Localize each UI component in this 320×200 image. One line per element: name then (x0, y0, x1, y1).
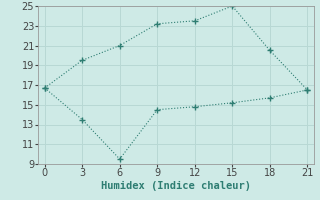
X-axis label: Humidex (Indice chaleur): Humidex (Indice chaleur) (101, 181, 251, 191)
